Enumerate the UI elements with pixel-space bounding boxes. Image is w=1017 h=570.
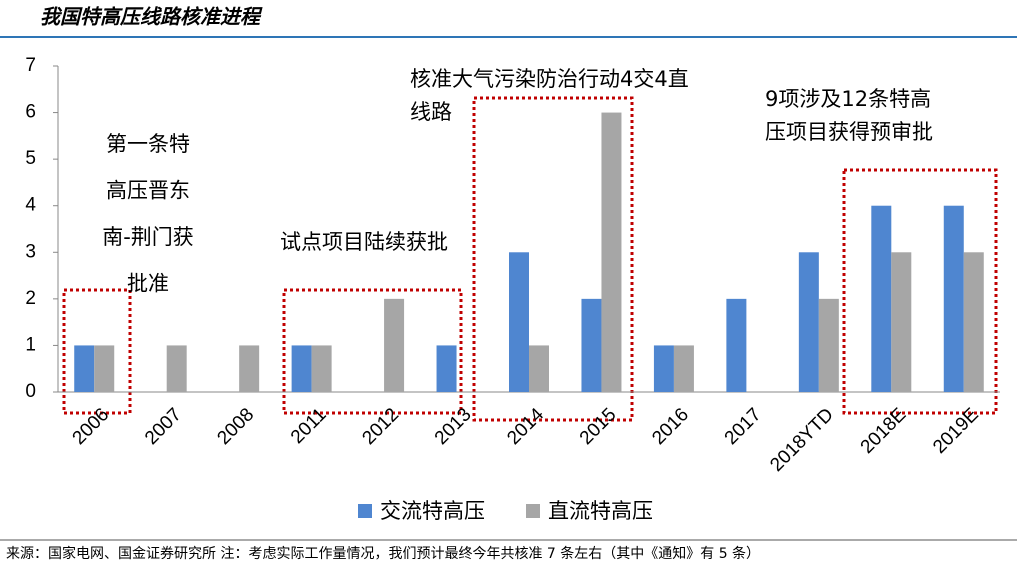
annotation: 第一条特 <box>106 132 190 156</box>
bar <box>94 345 115 392</box>
annotation: 南-荆门获 <box>102 225 194 249</box>
legend-swatch <box>526 504 540 518</box>
bar <box>509 252 529 392</box>
bar <box>74 345 95 392</box>
x-tick-label: 2014 <box>503 404 548 449</box>
y-tick-label: 0 <box>25 381 36 402</box>
bar <box>871 205 892 392</box>
y-tick-label: 2 <box>25 288 36 309</box>
bar <box>436 345 457 392</box>
legend-swatch <box>358 504 372 518</box>
x-tick-label: 2018E <box>857 404 911 458</box>
bar <box>818 298 839 392</box>
highlight-boxes <box>62 96 998 422</box>
highlight-box <box>842 168 998 415</box>
chart-title: 我国特高压线路核准进程 <box>40 5 263 29</box>
y-tick-label: 5 <box>25 148 36 169</box>
bar <box>963 252 984 392</box>
bar <box>891 252 912 392</box>
source-note: 来源：国家电网、国金证券研究所 注：考虑实际工作量情况，我们预计最终今年共核准 … <box>6 545 760 562</box>
bar <box>943 205 964 392</box>
annotation: 线路 <box>410 100 452 124</box>
x-tick-label: 2018YTD <box>766 404 838 476</box>
x-tick-label: 2008 <box>213 404 258 449</box>
annotation: 压项目获得预审批 <box>765 120 933 144</box>
annotation: 批准 <box>127 272 169 296</box>
bar <box>601 112 622 393</box>
annotation: 9项涉及12条特高 <box>765 87 931 111</box>
bar <box>166 345 187 392</box>
y-tick-label: 6 <box>25 102 36 123</box>
annotation: 高压晋东 <box>106 179 190 203</box>
x-tick-label: 2016 <box>648 404 693 449</box>
bar <box>311 345 332 392</box>
bar <box>653 345 674 392</box>
x-tick-label: 2011 <box>287 404 331 448</box>
x-tick-label: 2012 <box>358 404 403 449</box>
bar <box>581 298 602 392</box>
annotation: 试点项目陆续获批 <box>280 230 448 254</box>
y-tick-label: 4 <box>25 195 36 216</box>
y-tick-label: 7 <box>25 55 36 76</box>
legend-label: 交流特高压 <box>380 499 485 523</box>
bar <box>291 345 312 392</box>
x-tick-label: 2013 <box>431 404 476 449</box>
highlight-box <box>62 288 132 415</box>
bar <box>239 345 260 392</box>
bar <box>529 345 549 392</box>
x-tick-label: 2015 <box>576 404 621 449</box>
bar <box>726 298 747 392</box>
x-tick-label: 2019E <box>929 404 983 458</box>
x-tick-label: 2007 <box>141 404 186 449</box>
highlight-box <box>472 96 634 422</box>
legend-label: 直流特高压 <box>548 499 653 523</box>
bar <box>798 252 819 392</box>
x-tick-label: 2006 <box>69 404 114 449</box>
y-tick-label: 3 <box>25 241 36 262</box>
x-tick-label: 2017 <box>721 404 766 449</box>
y-tick-label: 1 <box>25 334 36 355</box>
bar <box>673 345 694 392</box>
annotation: 核准大气污染防治行动4交4直 <box>410 67 689 91</box>
bar <box>384 298 405 392</box>
